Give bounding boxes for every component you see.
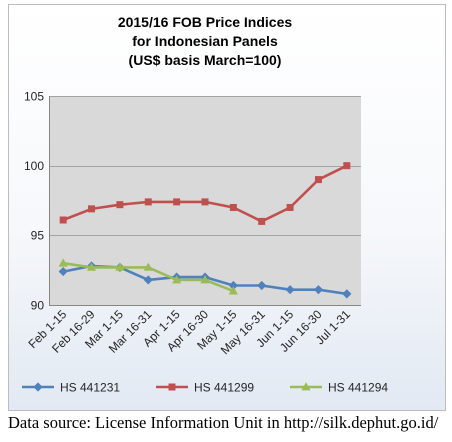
point-hs-441299-mar-16-31 [144, 198, 152, 206]
point-hs-441294-mar-16-31 [143, 262, 153, 271]
point-hs-441294-feb-1-15 [58, 258, 68, 267]
point-hs-441299-jul-1-31 [343, 162, 351, 170]
point-hs-441299-may-16-31 [258, 217, 266, 225]
series-hs-441294 [58, 258, 238, 295]
data-source-note: Data source: License Information Unit in… [8, 413, 439, 432]
series-group [58, 162, 352, 299]
legend-label-hs-441294: HS 441294 [328, 380, 388, 394]
chart-title-line-1: 2015/16 FOB Price Indices [118, 14, 293, 30]
legend-item-hs-441231: HS 441231 [22, 380, 120, 394]
point-hs-441231-jul-1-31 [342, 289, 352, 299]
point-hs-441231-jun-16-30 [313, 285, 324, 295]
y-tick-label-95: 95 [31, 229, 45, 243]
legend-marker-hs-441294 [301, 382, 311, 391]
point-hs-441231-feb-1-15 [58, 266, 68, 277]
point-hs-441299-may-1-15 [229, 203, 237, 211]
point-hs-441231-may-16-31 [257, 280, 267, 291]
point-hs-441294-apr-1-15 [172, 275, 182, 284]
point-hs-441294-may-1-15 [228, 286, 238, 295]
chart-title-line-2: for Indonesian Panels [132, 33, 278, 49]
point-hs-441299-jun-1-15 [286, 203, 294, 211]
legend-label-hs-441299: HS 441299 [194, 380, 254, 394]
y-axis-labels: 90 95 100 105 [24, 89, 44, 312]
y-tick-label-100: 100 [24, 159, 44, 173]
point-hs-441294-mar-1-15 [115, 262, 125, 271]
series-hs-441299 [59, 162, 351, 225]
point-hs-441299-apr-1-15 [173, 198, 181, 206]
line-chart: 2015/16 FOB Price Indices for Indonesian… [8, 4, 446, 411]
y-tick-label-105: 105 [24, 89, 44, 103]
y-tick-label-90: 90 [31, 298, 45, 312]
gridlines [49, 96, 361, 236]
point-hs-441231-jun-1-15 [285, 285, 295, 295]
legend: HS 441231 HS 441299 HS 441294 [22, 380, 388, 394]
point-hs-441299-mar-1-15 [116, 201, 124, 209]
legend-item-hs-441299: HS 441299 [156, 380, 254, 394]
legend-marker-hs-441299 [168, 383, 176, 391]
point-hs-441299-jun-16-30 [314, 176, 322, 184]
point-hs-441231-may-1-15 [228, 280, 238, 291]
point-hs-441299-apr-16-30 [201, 198, 209, 206]
point-hs-441294-feb-16-29 [86, 262, 97, 271]
point-hs-441299-feb-16-29 [88, 205, 96, 213]
legend-marker-hs-441231 [33, 382, 43, 392]
point-hs-441231-mar-16-31 [143, 275, 153, 285]
point-hs-441299-feb-1-15 [59, 216, 67, 224]
legend-item-hs-441294: HS 441294 [290, 380, 388, 394]
point-hs-441294-apr-16-30 [200, 275, 210, 284]
chart-title-line-3: (US$ basis March=100) [129, 52, 282, 68]
legend-label-hs-441231: HS 441231 [60, 380, 120, 394]
